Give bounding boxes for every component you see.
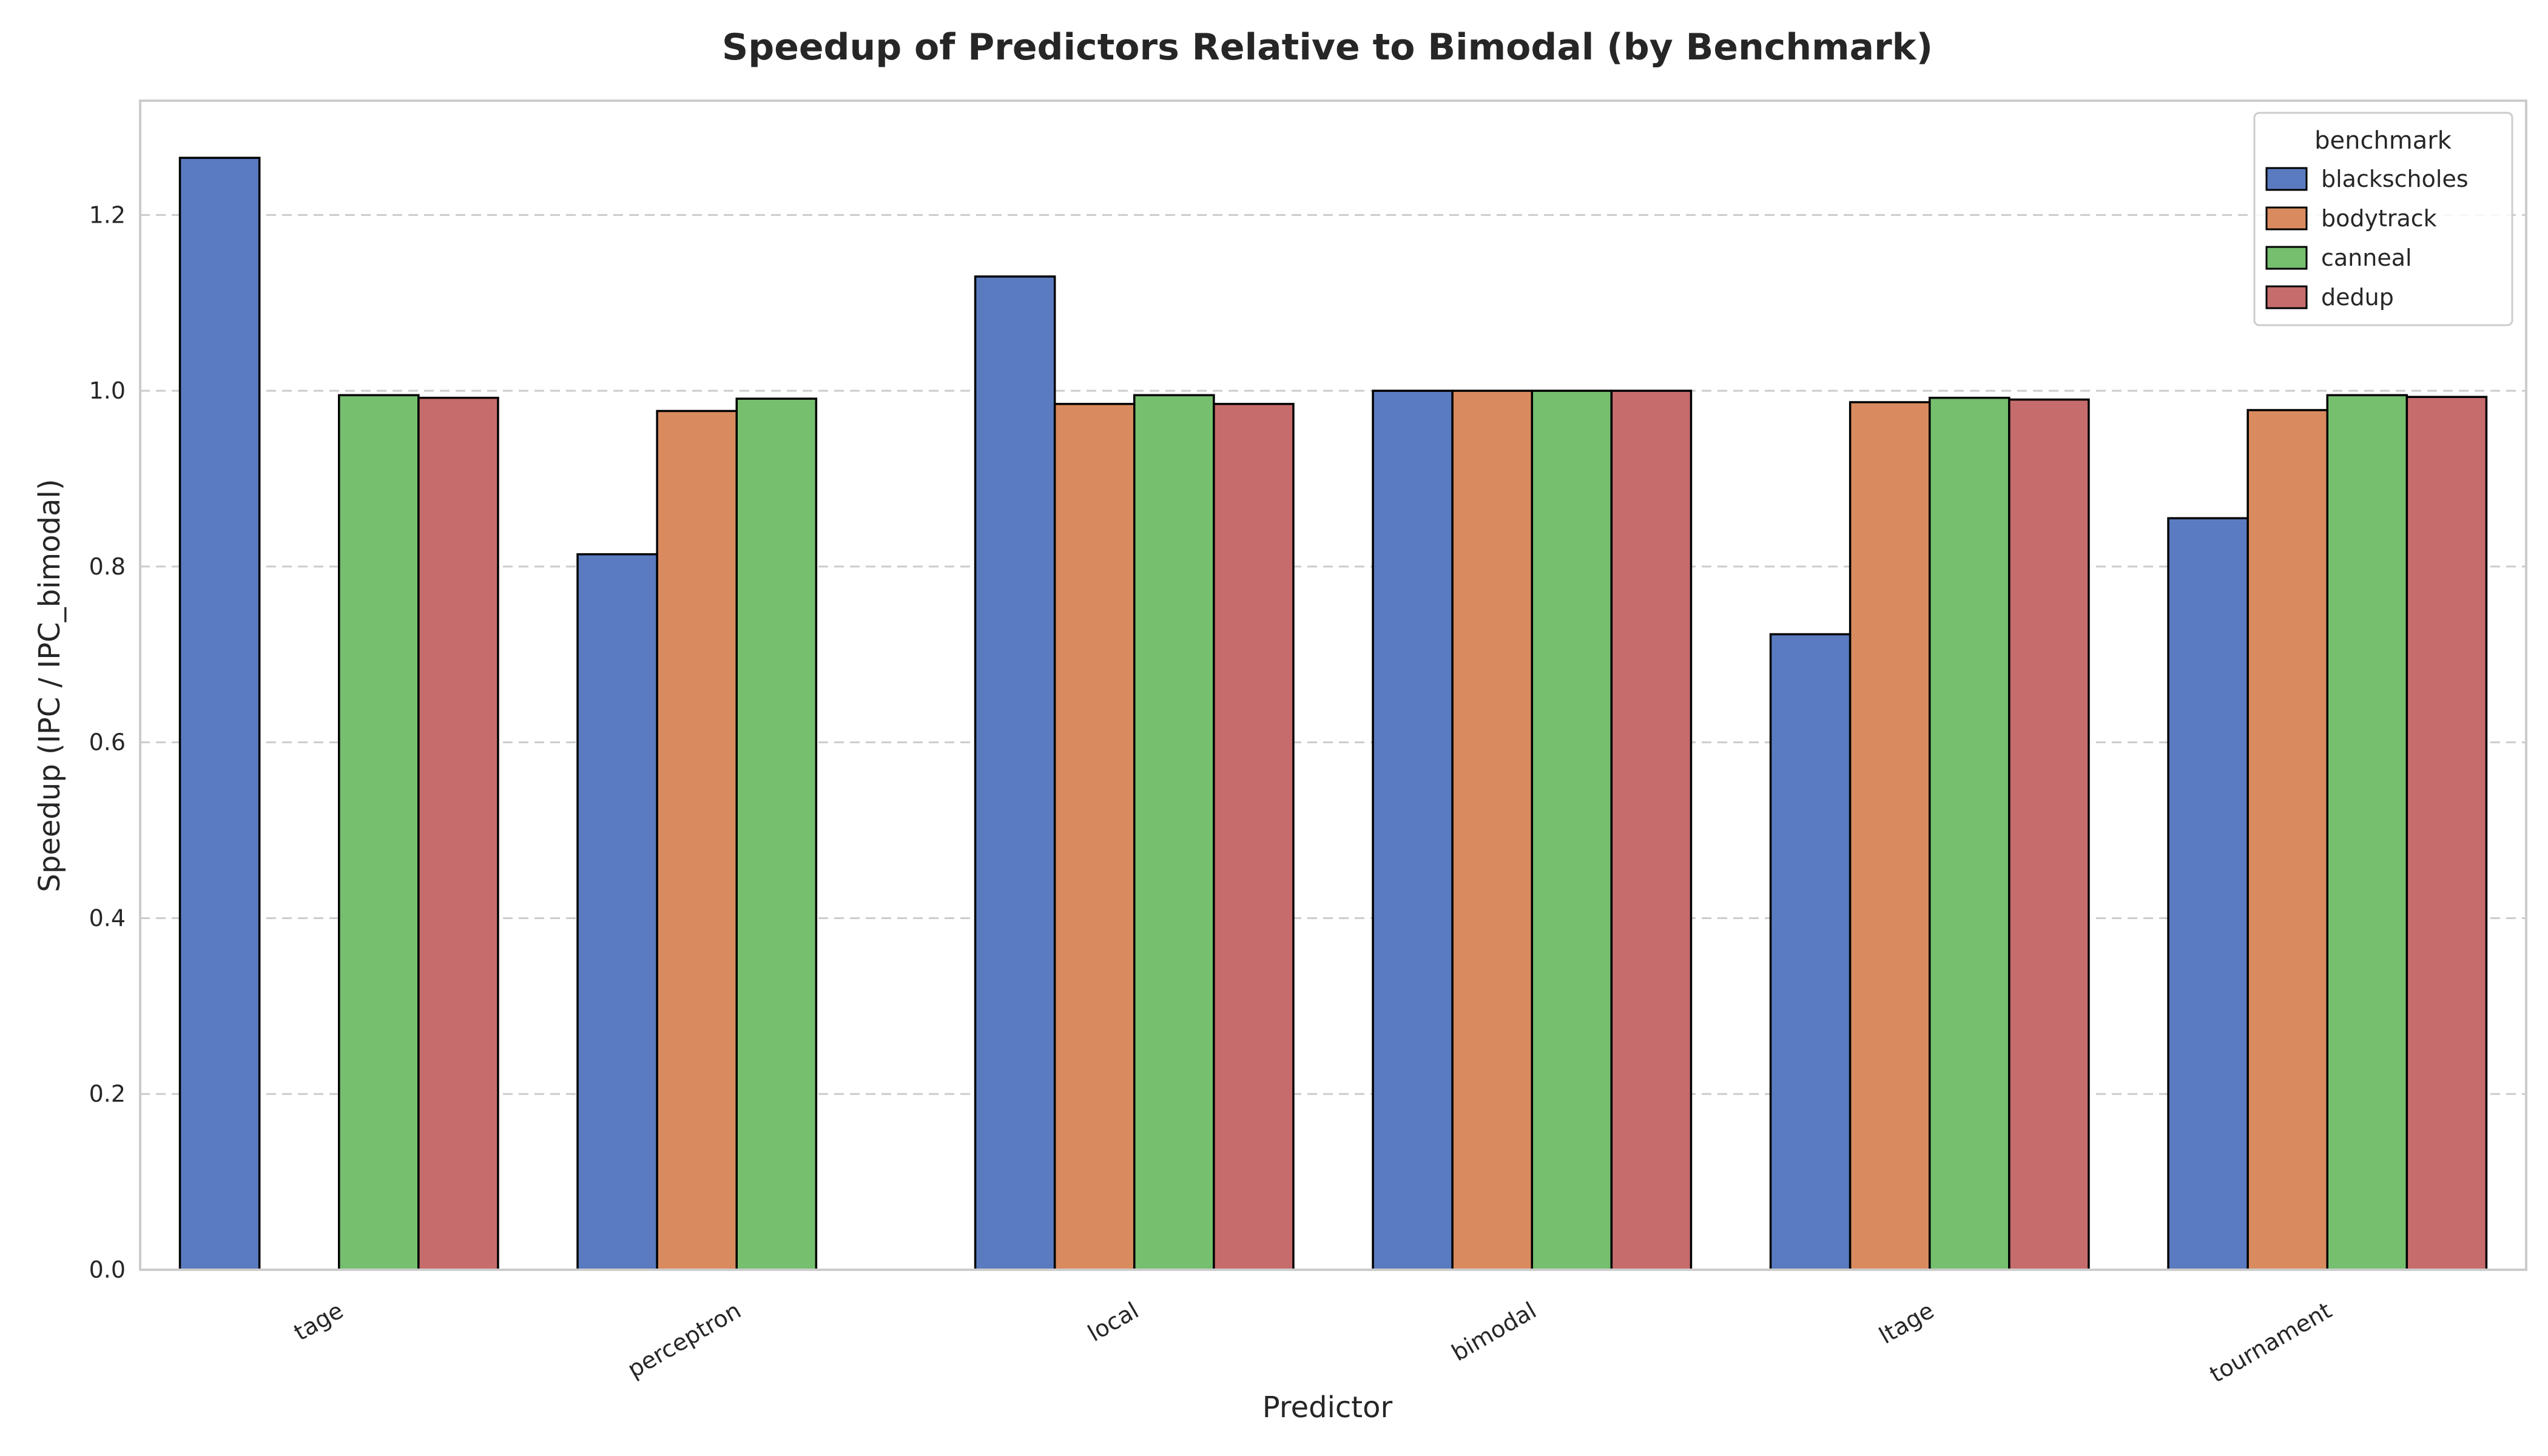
legend-label-dedup: dedup	[2321, 284, 2394, 311]
legend-label-canneal: canneal	[2321, 244, 2412, 271]
y-tick-label: 0.8	[89, 553, 126, 580]
legend: benchmark blackscholes bodytrack canneal de…	[2253, 112, 2513, 326]
bar-local-blackscholes	[974, 275, 1056, 1271]
y-tick-label: 1.2	[89, 201, 126, 228]
y-tick-label: 0.6	[89, 729, 126, 756]
bar-tournament-dedup	[2405, 396, 2488, 1271]
bar-bimodal-bodytrack	[1451, 389, 1533, 1271]
plot-area-frame	[139, 99, 2527, 1271]
bar-tage-blackscholes	[178, 157, 261, 1271]
bar-perceptron-blackscholes	[576, 553, 658, 1271]
legend-label-bodytrack: bodytrack	[2321, 205, 2437, 232]
legend-swatch-canneal	[2265, 246, 2308, 270]
y-tick-label: 0.2	[89, 1080, 126, 1107]
bar-tage-dedup	[417, 396, 499, 1271]
y-axis-label: Speedup (IPC / IPC_bimodal)	[33, 479, 67, 892]
bar-bimodal-dedup	[1610, 389, 1693, 1271]
bar-ltage-bodytrack	[1849, 401, 1931, 1271]
legend-swatch-bodytrack	[2265, 206, 2308, 231]
bar-bimodal-blackscholes	[1372, 389, 1454, 1271]
bar-tournament-canneal	[2326, 394, 2408, 1271]
y-tick-label: 0.0	[89, 1256, 126, 1283]
bar-local-canneal	[1133, 394, 1215, 1271]
bar-ltage-dedup	[2008, 398, 2090, 1271]
bar-bimodal-canneal	[1531, 389, 1613, 1271]
legend-title: benchmark	[2314, 127, 2452, 155]
bar-ltage-canneal	[1929, 396, 2010, 1271]
y-tick-label: 0.4	[89, 905, 126, 931]
legend-box	[2253, 112, 2513, 326]
bar-local-dedup	[1213, 403, 1295, 1271]
bar-ltage-blackscholes	[1769, 633, 1852, 1271]
y-tick-label: 1.0	[89, 377, 126, 404]
bars	[178, 157, 2488, 1271]
legend-label-blackscholes: blackscholes	[2321, 166, 2469, 192]
x-axis-label: Predictor	[1262, 1390, 1393, 1424]
y-axis-ticks: 0.0 0.2 0.4 0.6 0.8 1.0 1.2	[89, 201, 126, 1283]
bar-local-bodytrack	[1053, 403, 1136, 1271]
gridlines	[140, 214, 2526, 1095]
bar-tournament-blackscholes	[2167, 517, 2249, 1271]
bar-tage-canneal	[338, 394, 420, 1271]
bar-perceptron-canneal	[735, 397, 818, 1271]
legend-swatch-dedup	[2265, 285, 2308, 309]
legend-swatch-blackscholes	[2265, 167, 2308, 191]
bar-perceptron-bodytrack	[656, 410, 738, 1271]
bar-tournament-bodytrack	[2246, 409, 2328, 1271]
chart-title: Speedup of Predictors Relative to Bimoda…	[722, 26, 1933, 69]
legend-items: blackscholes bodytrack canneal dedup	[2265, 166, 2469, 311]
